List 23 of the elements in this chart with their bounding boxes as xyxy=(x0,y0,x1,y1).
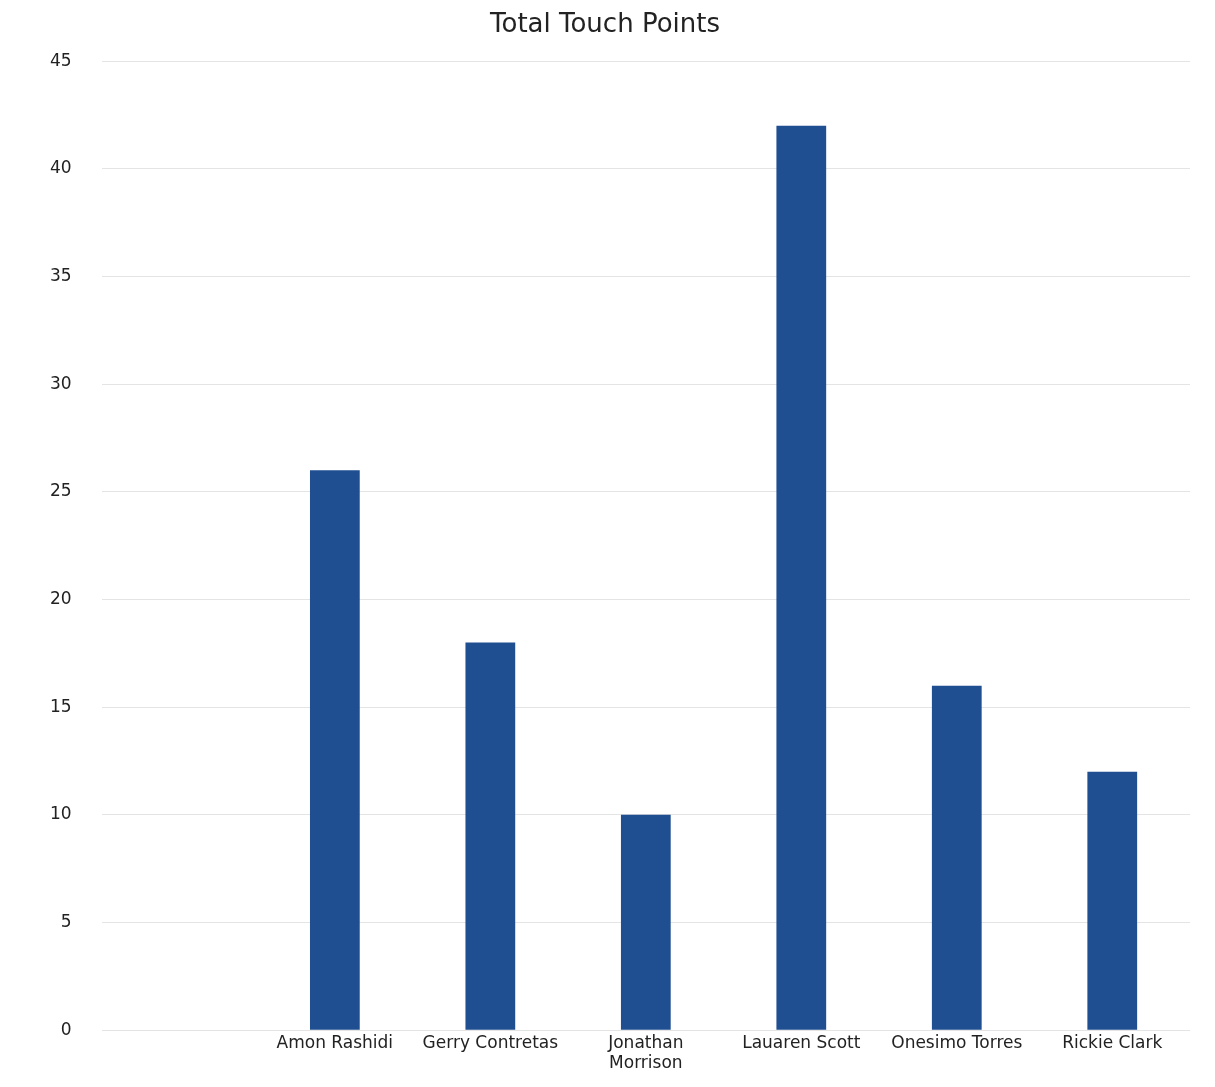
y-tick-label: 40 xyxy=(49,157,72,178)
y-tick-label: 35 xyxy=(49,264,72,285)
chart-title: Total Touch Points xyxy=(489,8,720,39)
bar xyxy=(309,470,360,1030)
x-tick-label: Jonathan Morrison xyxy=(607,1031,684,1073)
y-tick-label: 45 xyxy=(49,49,72,70)
y-tick-label: 20 xyxy=(49,587,72,608)
bar xyxy=(931,685,982,1030)
x-tick-label: Gerry Contretas xyxy=(422,1031,559,1052)
y-tick-label: 15 xyxy=(49,695,72,716)
bar xyxy=(620,814,671,1030)
bar xyxy=(465,642,516,1030)
y-tick-label: 0 xyxy=(60,1018,72,1039)
x-tick-label: Rickie Clark xyxy=(1062,1031,1163,1052)
x-tick-label: Amon Rashidi xyxy=(276,1031,394,1052)
y-tick-label: 5 xyxy=(60,910,72,931)
y-tick-label: 25 xyxy=(49,480,72,501)
y-tick-label: 30 xyxy=(49,372,72,393)
bar xyxy=(1087,771,1138,1030)
bar xyxy=(776,125,827,1030)
x-tick-label: Onesimo Torres xyxy=(891,1031,1023,1052)
x-tick-label: Lauaren Scott xyxy=(742,1031,861,1052)
y-tick-label: 10 xyxy=(49,803,72,824)
